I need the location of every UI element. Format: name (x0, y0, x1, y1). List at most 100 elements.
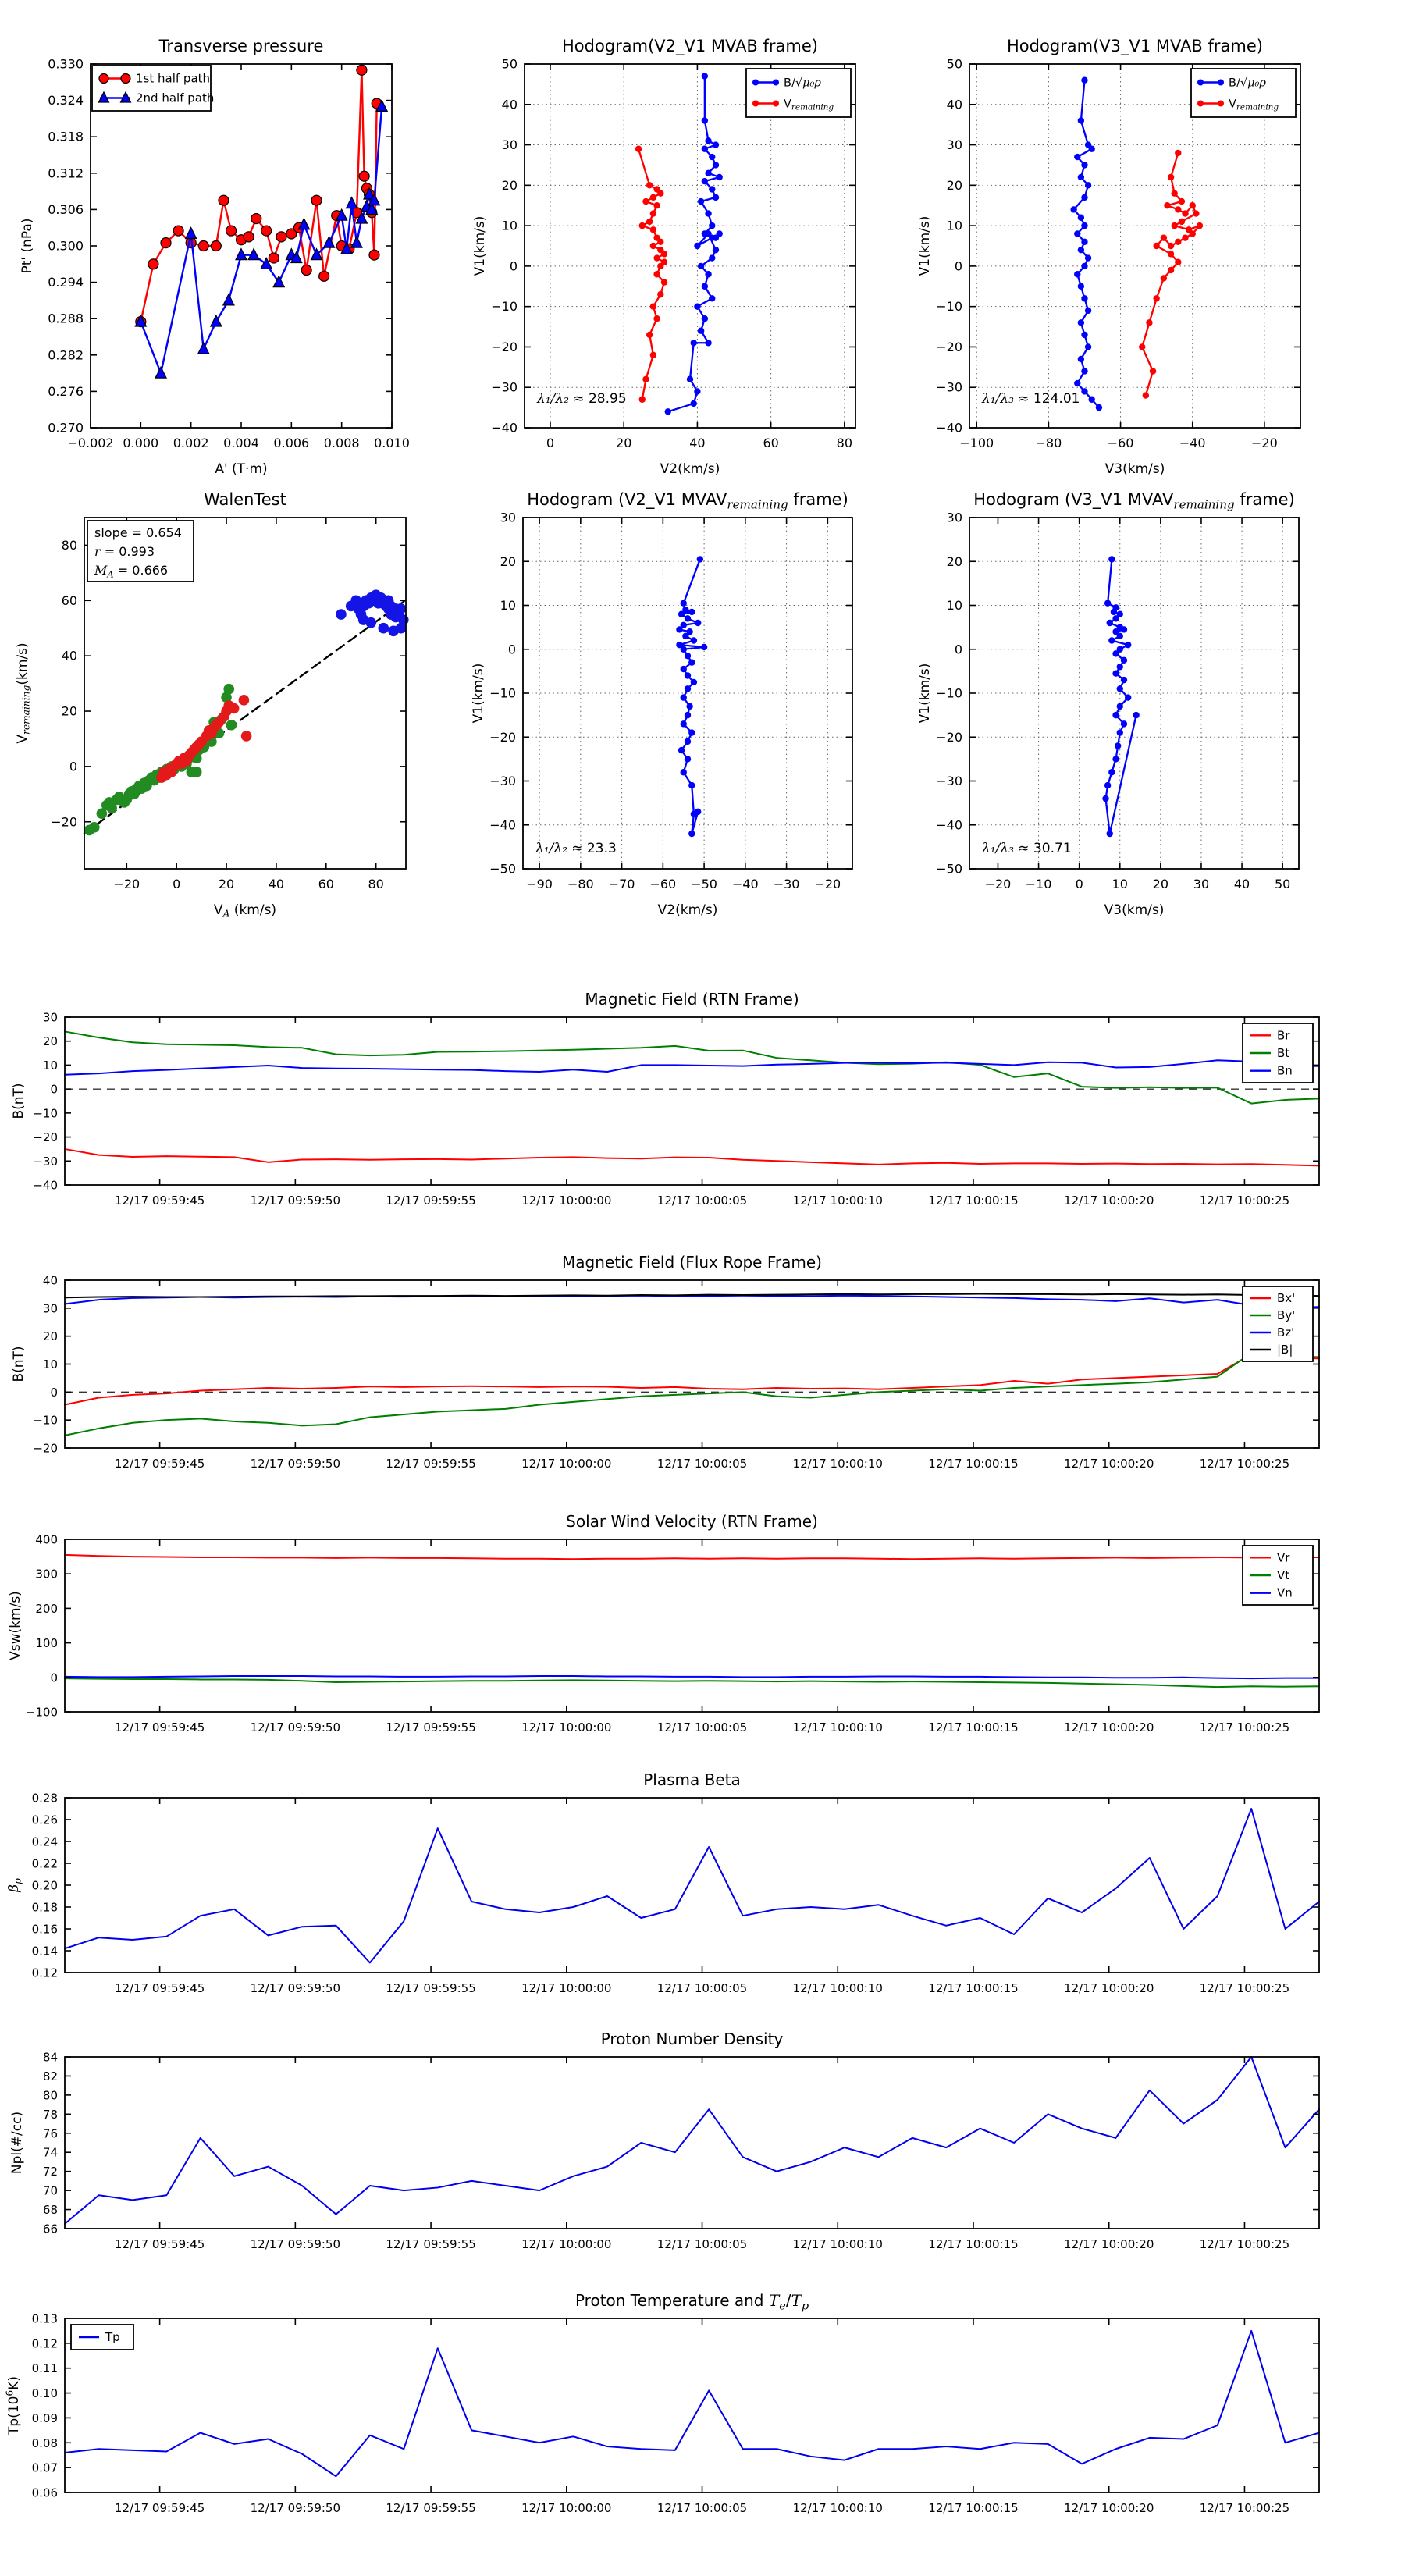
y-tick-label: 10 (43, 1059, 58, 1073)
y-tick-label: 72 (43, 2165, 58, 2179)
y-tick-label: −20 (936, 730, 962, 745)
data-point (690, 637, 698, 644)
data-point (184, 226, 197, 240)
data-point (1084, 182, 1092, 189)
data-point (228, 703, 240, 714)
x-tick-label: −60 (1108, 436, 1134, 450)
magnetic-field-rtn-chart: 12/17 09:59:45 12/17 09:59:50 12/17 09:59:… (11, 990, 1320, 1208)
data-point (88, 822, 100, 833)
x-tick-label: 12/17 10:00:05 (657, 1194, 747, 1208)
x-tick-label: −20 (1251, 436, 1278, 450)
y-tick-label: 0.26 (32, 1813, 58, 1827)
data-point (646, 218, 653, 226)
solar-wind-velocity-title: Solar Wind Velocity (RTN Frame) (566, 1512, 818, 1531)
x-tick-label: 12/17 10:00:00 (521, 2501, 611, 2515)
data-point (686, 375, 694, 383)
x-tick-label: 12/17 09:59:45 (115, 2237, 205, 2251)
hodogram-v2v1-mvab-chart: 0 20 40 60 80 −40 −30 −20 −10 0 10 20 30 40 50 Hodogram… (472, 37, 856, 477)
x-tick-label: −20 (814, 877, 841, 891)
data-point (311, 194, 322, 206)
2nd half path-line (140, 105, 383, 375)
y-tick-label: −10 (33, 1414, 58, 1428)
data-point (1081, 295, 1088, 302)
x-tick-label: 12/17 10:00:05 (657, 1720, 747, 1735)
x-tick-label: 12/17 09:59:50 (251, 1981, 340, 1995)
y-tick-label: −40 (33, 1179, 58, 1193)
data-point (660, 279, 668, 286)
data-point (660, 251, 668, 258)
data-point (1160, 275, 1168, 282)
data-point (322, 235, 336, 248)
y-tick-label: 0 (955, 642, 962, 656)
data-point (1081, 388, 1088, 395)
data-point (243, 231, 254, 243)
data-point (700, 643, 708, 651)
data-point (1081, 238, 1088, 246)
axes-box (64, 1016, 1320, 1186)
y-tick-label: 0.10 (32, 2386, 58, 2400)
data-point (1084, 254, 1092, 262)
x-tick-label: 0.000 (123, 436, 158, 450)
x-tick-label: 0.008 (324, 436, 360, 450)
data-point (1167, 173, 1175, 181)
legend-label: B/√μ₀ρ (1229, 77, 1266, 90)
x-tick-label: 12/17 10:00:05 (657, 1981, 747, 1995)
walen-test-title: WalenTest (204, 490, 286, 509)
x-tick-label: 12/17 09:59:50 (251, 2237, 340, 2251)
legend-box (745, 68, 852, 118)
x-tick-label: 12/17 10:00:20 (1064, 1457, 1154, 1471)
data-point (773, 79, 779, 86)
y-tick-label: 30 (947, 137, 962, 152)
y-tick-label: 10 (502, 219, 518, 233)
y-tick-label: −10 (489, 686, 516, 701)
data-point (378, 622, 389, 634)
y-tick-label: 74 (43, 2146, 58, 2160)
hodogram-v3v1-mvab-xlabel: V3(km/s) (1105, 461, 1165, 477)
x-tick-label: −80 (567, 877, 594, 891)
data-point (1124, 641, 1132, 649)
y-tick-label: 20 (43, 1329, 58, 1343)
x-tick-label: 12/17 09:59:50 (251, 1720, 340, 1735)
y-tick-label: −30 (936, 774, 962, 788)
y-tick-label: 0.312 (48, 165, 84, 180)
x-tick-label: 12/17 10:00:15 (928, 1981, 1018, 1995)
stats-line: r = 0.993 (94, 544, 155, 559)
data-point (1104, 600, 1112, 607)
data-point (635, 145, 642, 152)
data-point (1081, 222, 1088, 229)
x-tick-label: 20 (219, 877, 234, 891)
data-point (752, 100, 759, 107)
y-tick-label: 50 (502, 57, 518, 72)
magnetic-field-flux-rope-chart: 12/17 09:59:45 12/17 09:59:50 12/17 09:59:… (11, 1253, 1320, 1471)
legend-label: Bn (1277, 1064, 1293, 1078)
x-tick-label: −30 (774, 877, 800, 891)
x-tick-label: 12/17 09:59:45 (115, 1457, 205, 1471)
mag-field-flux-rope-ylabel: B(nT) (11, 1346, 27, 1382)
beta-p-line (64, 1808, 1320, 1964)
data-point (676, 626, 683, 633)
data-point (1081, 162, 1088, 169)
y-tick-label: 60 (62, 593, 77, 608)
data-point (1189, 202, 1196, 209)
data-point (1197, 100, 1204, 107)
data-point (712, 246, 720, 254)
x-tick-label: 40 (1234, 877, 1250, 891)
data-point (680, 694, 687, 701)
hodogram-v3v1-mvab-ylabel: V1(km/s) (917, 216, 933, 276)
data-point (160, 237, 172, 249)
data-point (336, 609, 347, 620)
y-tick-label: 30 (500, 511, 516, 525)
data-point (1196, 222, 1204, 229)
data-point (1120, 720, 1128, 728)
y-tick-label: 82 (43, 2069, 58, 2083)
Bx-prime-line (64, 1353, 1320, 1406)
x-tick-label: 12/17 10:00:25 (1200, 2501, 1289, 2515)
x-tick-label: −100 (959, 436, 994, 450)
data-point (251, 212, 262, 225)
x-tick-label: −40 (732, 877, 759, 891)
data-point (223, 683, 235, 695)
x-tick-label: 12/17 09:59:55 (386, 1720, 475, 1735)
data-point (1178, 197, 1186, 205)
x-tick-label: 12/17 09:59:45 (115, 1981, 205, 1995)
